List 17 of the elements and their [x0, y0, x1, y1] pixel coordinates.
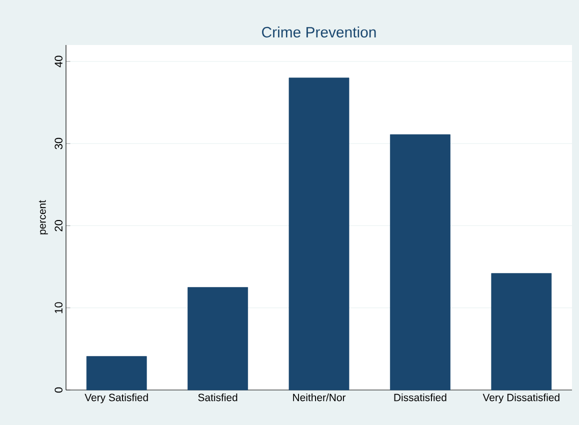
bar [188, 287, 248, 390]
y-tick-label: 10 [54, 302, 62, 314]
y-tick-label: 0 [54, 387, 62, 393]
bar [390, 134, 450, 390]
y-axis-title: percent [38, 200, 48, 234]
y-tick-label: 20 [54, 220, 62, 232]
bar [288, 78, 350, 390]
x-tick-label: Dissatisfied [394, 394, 446, 402]
bar [86, 356, 147, 390]
x-tick-label: Very Dissatisfied [482, 394, 560, 404]
chart-title: Crime Prevention [262, 26, 376, 38]
y-tick-label: 40 [54, 56, 62, 68]
x-tick-label: Very Satisfied [84, 394, 148, 404]
x-tick-label: Neither/Nor [293, 394, 346, 402]
bar [491, 273, 552, 390]
y-tick-label: 30 [54, 138, 62, 150]
x-tick-label: Satisfied [198, 394, 238, 402]
